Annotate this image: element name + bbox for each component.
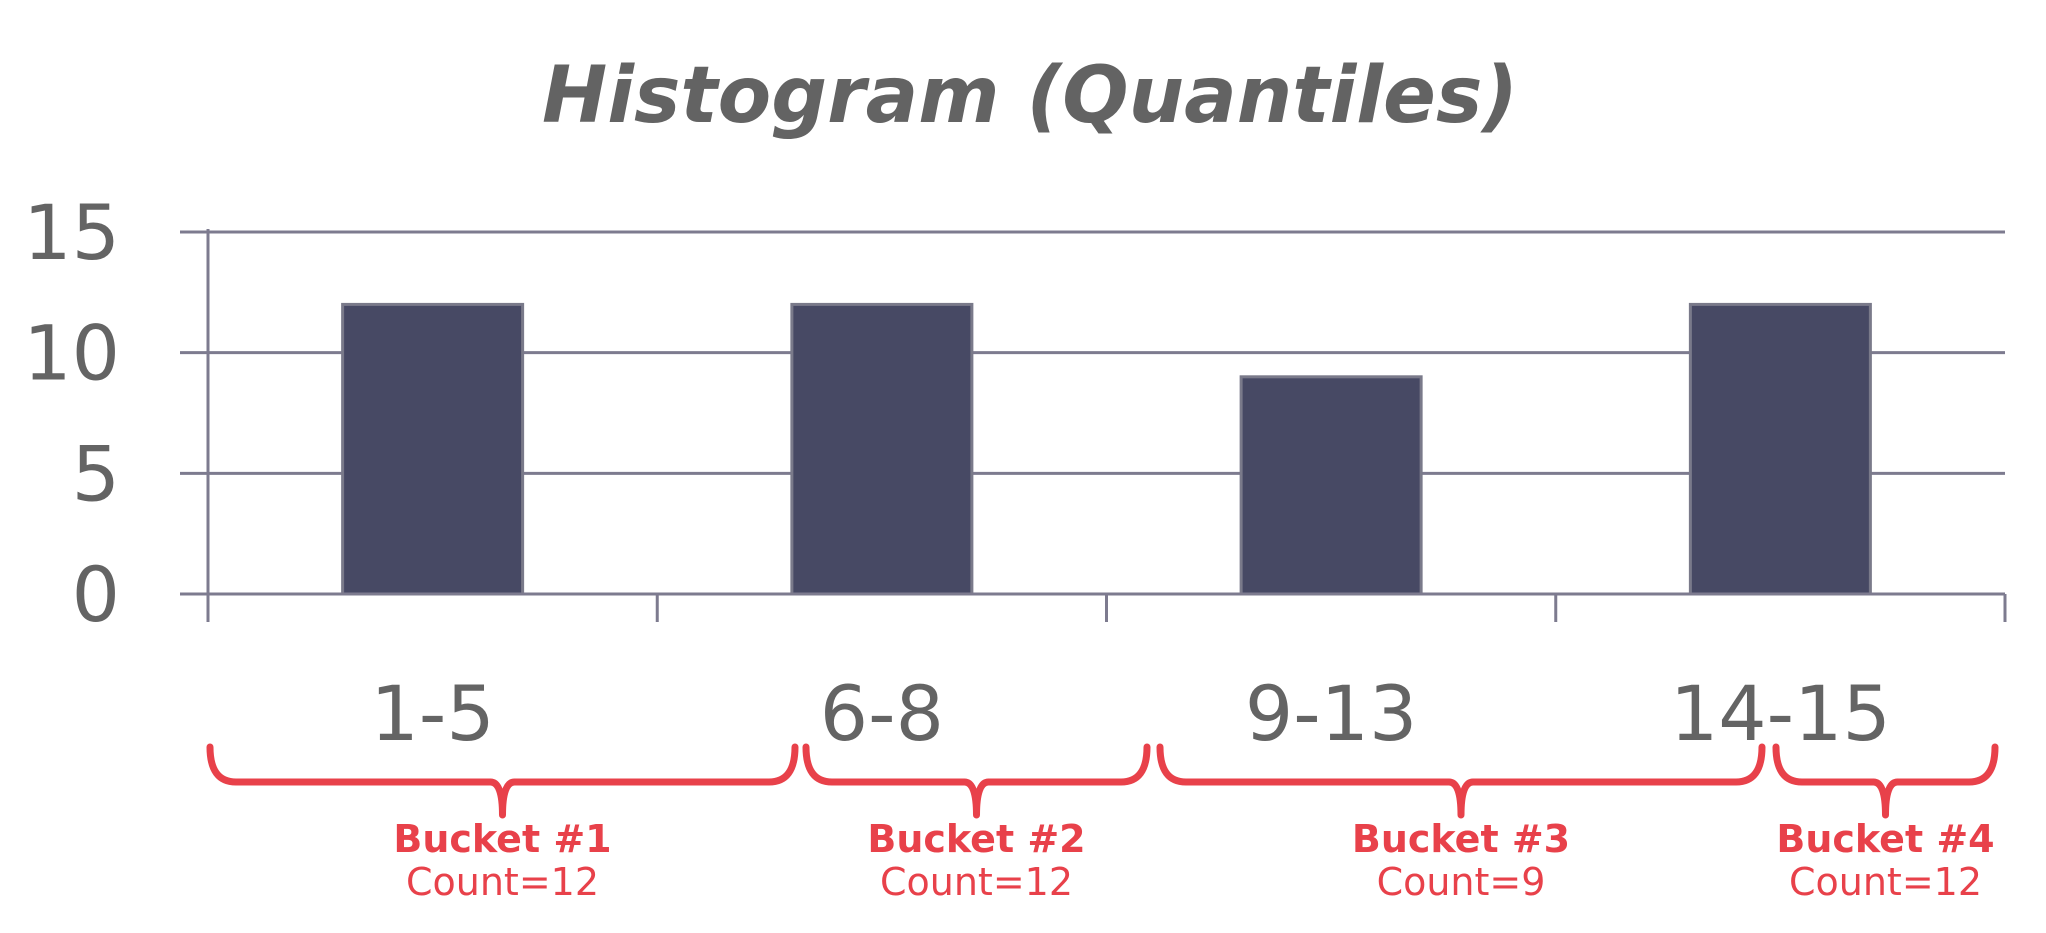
bar-14-15	[1688, 302, 1872, 596]
bucket-count: Count=12	[406, 860, 599, 904]
bucket-count: Count=12	[1789, 860, 1982, 904]
bucket-brace	[206, 743, 799, 819]
bucket-count: Count=9	[1377, 860, 1546, 904]
x-tick-labels: 1-5 6-8 9-13 14-15	[371, 669, 1891, 758]
bucket-brace	[802, 743, 1151, 819]
bucket-count: Count=12	[880, 860, 1073, 904]
y-tick-labels: 0 5 10 15	[23, 188, 120, 639]
x-tick-label: 9-13	[1245, 669, 1417, 758]
y-tick-label: 10	[23, 309, 120, 398]
chart-title: Histogram (Quantiles)	[542, 51, 1518, 141]
x-tick-label: 6-8	[820, 669, 944, 758]
bars	[341, 302, 1872, 596]
bucket-label: Bucket #3	[1352, 817, 1570, 861]
y-tick-label: 0	[72, 550, 120, 639]
y-tick-label: 5	[72, 429, 120, 518]
y-tick-label: 15	[23, 188, 120, 277]
x-tick-label: 1-5	[371, 669, 495, 758]
bucket-label: Bucket #1	[393, 817, 611, 861]
bucket-label: Bucket #2	[867, 817, 1085, 861]
bucket-brace	[1156, 743, 1766, 819]
bar-9-13	[1239, 375, 1423, 596]
bucket-brace	[1772, 743, 1999, 819]
axes	[180, 229, 2007, 622]
bar-1-5	[341, 302, 525, 596]
x-tick-label: 14-15	[1670, 669, 1891, 758]
bar-6-8	[790, 302, 974, 596]
bucket-label: Bucket #4	[1776, 817, 1994, 861]
